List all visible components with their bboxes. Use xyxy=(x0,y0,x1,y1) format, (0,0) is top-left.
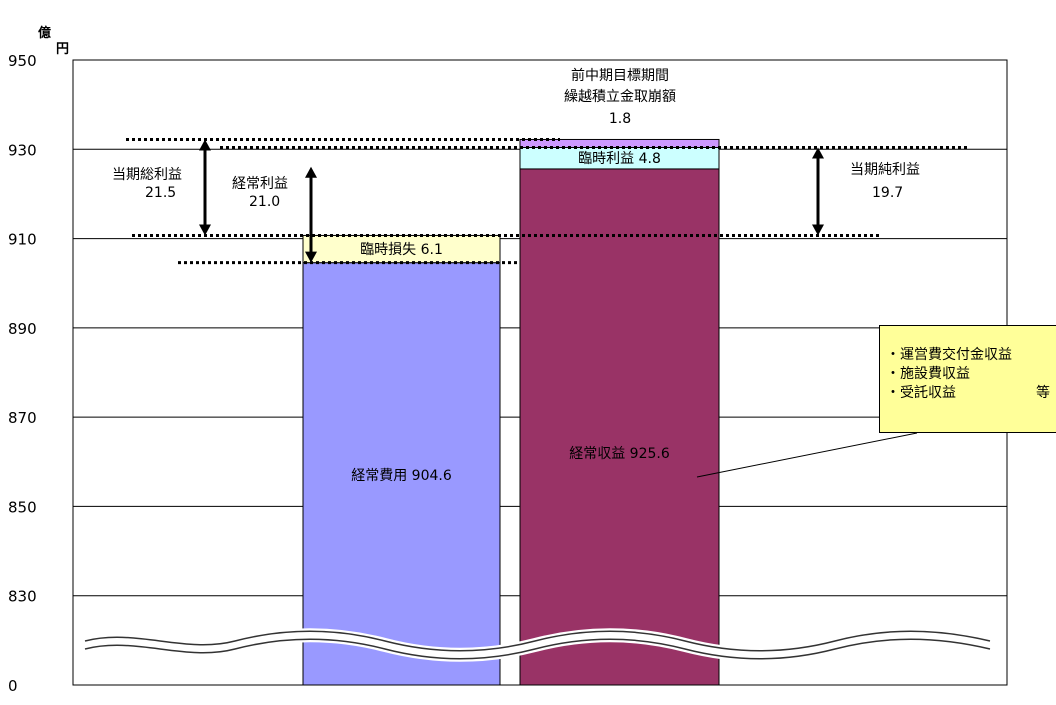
y-tick-label: 950 xyxy=(8,52,37,70)
carryover-label-2: 繰越積立金取崩額 xyxy=(564,89,676,105)
callout-item-row: ・受託収益 等 xyxy=(886,384,1056,403)
axis-break xyxy=(83,628,992,662)
net-profit-value: 19.7 xyxy=(872,185,903,201)
callout-item: ・受託収益 xyxy=(886,385,956,401)
bar-segment xyxy=(302,234,501,264)
y-tick-label: 870 xyxy=(8,409,37,427)
total-profit-label: 当期総利益 xyxy=(112,167,182,183)
y-tick-label: 0 xyxy=(8,677,18,695)
reference-lines xyxy=(126,137,970,265)
ordinary-profit-arrow-head xyxy=(305,166,317,178)
callout-item: ・運営費交付金収益 xyxy=(886,347,1012,363)
ordinary-profit-arrow-head xyxy=(305,251,317,263)
carryover-label-1: 前中期目標期間 xyxy=(571,67,669,84)
y-tick-label: 930 xyxy=(8,141,37,159)
net-profit-arrow-head xyxy=(812,147,824,159)
y-tick-label: 910 xyxy=(8,231,37,249)
bars: 経常費用 904.6 臨時損失 6.1 経常収益 925.6 臨時利益 4.8 xyxy=(302,138,720,686)
y-tick-label: 850 xyxy=(8,498,37,516)
total-profit-value: 21.5 xyxy=(145,185,176,201)
bar-segment xyxy=(302,262,501,686)
bar-label: 経常費用 904.6 xyxy=(351,468,452,484)
y-axis-ticks: 950 930 910 890 870 850 830 0 xyxy=(8,52,37,695)
bar-label: 臨時損失 6.1 xyxy=(360,242,443,258)
ordinary-profit-label: 経常利益 xyxy=(232,176,288,192)
carryover-value: 1.8 xyxy=(609,111,631,127)
net-profit-label: 当期純利益 xyxy=(850,162,920,178)
bar-segment xyxy=(519,138,720,148)
y-tick-label: 890 xyxy=(8,320,37,338)
callout-box: ・運営費交付金収益 ・施設費収益 ・受託収益 等 xyxy=(879,325,1056,433)
arrows xyxy=(199,139,824,263)
y-unit-label-2: 円 xyxy=(56,42,69,57)
bar-label: 経常収益 925.6 xyxy=(569,446,670,462)
callout-leader xyxy=(696,432,918,478)
y-tick-label: 830 xyxy=(8,588,37,606)
ordinary-profit-value: 21.0 xyxy=(249,194,280,210)
total-profit-arrow-head xyxy=(199,139,211,151)
callout-item: ・施設費収益 xyxy=(886,366,970,382)
total-profit-arrow-head xyxy=(199,224,211,236)
callout-suffix: 等 xyxy=(1036,385,1050,401)
net-profit-arrow-head xyxy=(812,224,824,236)
y-unit-label-1: 億 xyxy=(38,25,51,41)
bar-segment xyxy=(519,168,720,686)
bar-label: 臨時利益 4.8 xyxy=(578,151,661,167)
